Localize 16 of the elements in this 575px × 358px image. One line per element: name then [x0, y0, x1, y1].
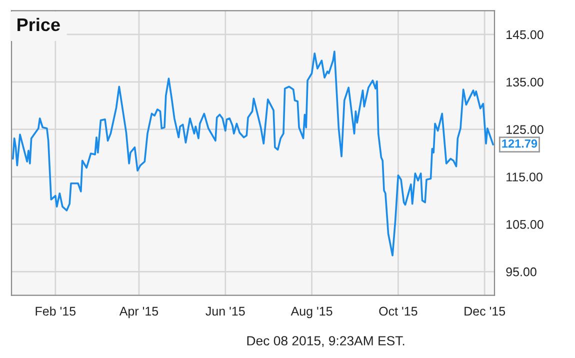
- x-tick-label: Feb '15: [36, 306, 76, 316]
- x-tick-label: Aug '15: [290, 306, 332, 318]
- y-tick-label: 105.00: [506, 220, 544, 229]
- x-tick-label: Oct '15: [379, 306, 418, 316]
- line-series: [12, 50, 494, 256]
- y-tick-label: 95.00: [506, 267, 536, 276]
- y-tick-label: 135.00: [506, 78, 544, 87]
- data-label: 121.79: [502, 139, 538, 148]
- chart-title: Price: [18, 18, 60, 32]
- y-tick-label: 125.00: [506, 125, 544, 134]
- x-tick-label: Apr '15: [119, 306, 158, 318]
- x-tick-label: Dec '15: [464, 306, 506, 316]
- x-tick-label: Jun '15: [206, 306, 245, 316]
- y-tick-label: 145.00: [506, 30, 544, 40]
- text: Dec 08 2015, 9:23AM EST.: [247, 336, 404, 347]
- y-tick-label: 115.00: [506, 172, 542, 182]
